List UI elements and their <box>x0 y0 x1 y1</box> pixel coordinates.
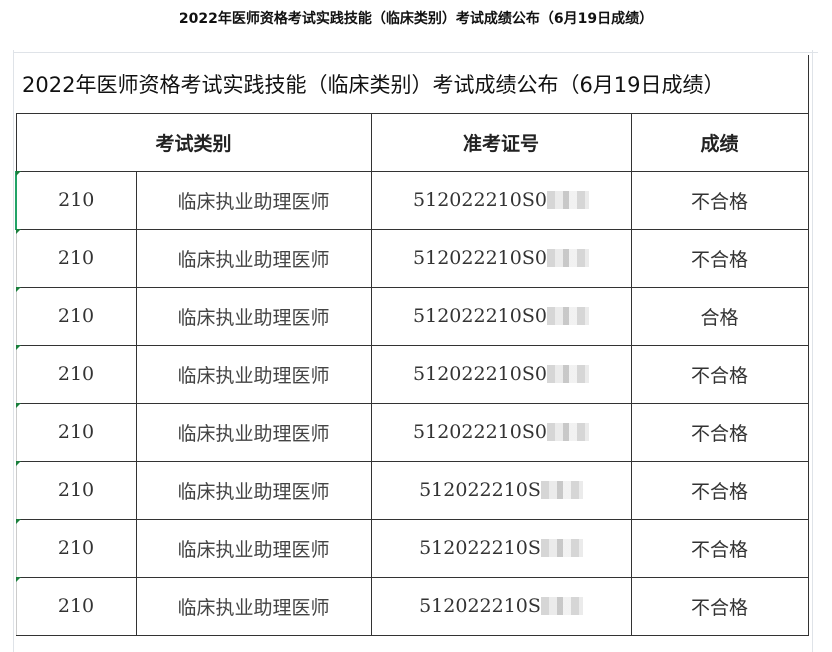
table-row: 210 临床执业助理医师 512022210S0 不合格 <box>15 228 809 288</box>
id-text: 512022210S <box>419 595 541 617</box>
result-cell[interactable]: 不合格 <box>630 228 809 288</box>
code-cell[interactable]: 210 <box>15 460 137 520</box>
redacted-blur <box>546 307 589 325</box>
table-row: 210 临床执业助理医师 512022210S0 不合格 <box>15 170 809 230</box>
header-id[interactable]: 准考证号 <box>370 112 632 172</box>
code-cell[interactable]: 210 <box>15 518 137 578</box>
id-cell[interactable]: 512022210S0 <box>370 286 632 346</box>
code-cell[interactable]: 210 <box>15 344 137 404</box>
id-cell[interactable]: 512022210S0 <box>370 170 632 230</box>
code-cell[interactable]: 210 <box>15 228 137 288</box>
result-cell[interactable]: 不合格 <box>630 518 809 578</box>
result-cell[interactable]: 不合格 <box>630 402 809 462</box>
id-text: 512022210S0 <box>413 189 547 211</box>
code-cell[interactable]: 210 <box>15 286 137 346</box>
result-cell[interactable]: 不合格 <box>630 344 809 404</box>
gridline <box>13 50 14 652</box>
category-cell[interactable]: 临床执业助理医师 <box>135 344 372 404</box>
redacted-blur <box>540 539 583 557</box>
id-text: 512022210S <box>419 537 541 559</box>
gridline <box>812 50 813 652</box>
id-text: 512022210S0 <box>413 421 547 443</box>
id-text: 512022210S0 <box>413 247 547 269</box>
category-cell[interactable]: 临床执业助理医师 <box>135 228 372 288</box>
redacted-blur <box>546 365 589 383</box>
results-table: 2022年医师资格考试实践技能（临床类别）考试成绩公布（6月19日成绩） 考试类… <box>15 55 809 636</box>
table-row: 210 临床执业助理医师 512022210S 不合格 <box>15 576 809 636</box>
table-title[interactable]: 2022年医师资格考试实践技能（临床类别）考试成绩公布（6月19日成绩） <box>16 55 809 114</box>
code-cell[interactable]: 210 <box>15 576 137 636</box>
id-cell[interactable]: 512022210S0 <box>370 228 632 288</box>
category-cell[interactable]: 临床执业助理医师 <box>135 576 372 636</box>
id-cell[interactable]: 512022210S0 <box>370 402 632 462</box>
table-row: 210 临床执业助理医师 512022210S0 不合格 <box>15 344 809 404</box>
redacted-blur <box>546 191 589 209</box>
header-result[interactable]: 成绩 <box>630 112 809 172</box>
result-cell[interactable]: 合格 <box>630 286 809 346</box>
id-text: 512022210S <box>419 479 541 501</box>
id-cell[interactable]: 512022210S0 <box>370 344 632 404</box>
category-cell[interactable]: 临床执业助理医师 <box>135 402 372 462</box>
page-title: 2022年医师资格考试实践技能（临床类别）考试成绩公布（6月19日成绩） <box>178 11 654 27</box>
table-row: 210 临床执业助理医师 512022210S0 不合格 <box>15 402 809 462</box>
table-row: 210 临床执业助理医师 512022210S0 合格 <box>15 286 809 346</box>
redacted-blur <box>540 597 583 615</box>
table-row: 210 临床执业助理医师 512022210S 不合格 <box>15 460 809 520</box>
code-cell[interactable]: 210 <box>15 170 137 230</box>
category-cell[interactable]: 临床执业助理医师 <box>135 286 372 346</box>
redacted-blur <box>540 481 583 499</box>
id-text: 512022210S0 <box>413 305 547 327</box>
result-cell[interactable]: 不合格 <box>630 460 809 520</box>
category-cell[interactable]: 临床执业助理医师 <box>135 170 372 230</box>
category-cell[interactable]: 临床执业助理医师 <box>135 518 372 578</box>
gridline <box>13 52 818 53</box>
redacted-blur <box>546 249 589 267</box>
id-cell[interactable]: 512022210S <box>370 460 632 520</box>
result-cell[interactable]: 不合格 <box>630 170 809 230</box>
redacted-blur <box>546 423 589 441</box>
header-category[interactable]: 考试类别 <box>15 112 372 172</box>
id-text: 512022210S0 <box>413 363 547 385</box>
category-cell[interactable]: 临床执业助理医师 <box>135 460 372 520</box>
table-row: 210 临床执业助理医师 512022210S 不合格 <box>15 518 809 578</box>
id-cell[interactable]: 512022210S <box>370 518 632 578</box>
id-cell[interactable]: 512022210S <box>370 576 632 636</box>
result-cell[interactable]: 不合格 <box>630 576 809 636</box>
code-cell[interactable]: 210 <box>15 402 137 462</box>
